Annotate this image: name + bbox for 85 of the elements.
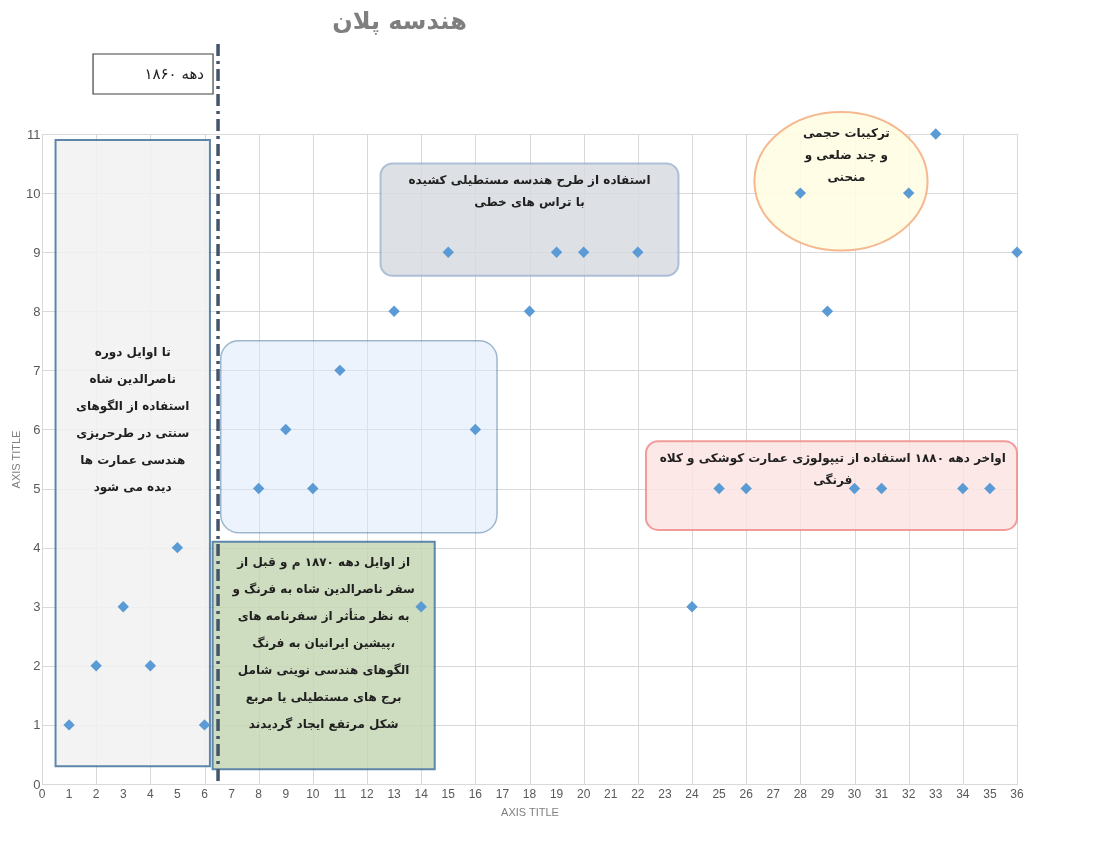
point [902, 187, 915, 199]
y-tick-label: 11 [27, 126, 41, 142]
point [875, 482, 888, 495]
point [957, 482, 969, 495]
point [144, 660, 157, 672]
x-tick-label: 26 [739, 787, 754, 801]
x-tick-label: 28 [793, 787, 808, 801]
y-tick-label: 3 [33, 599, 41, 615]
x-tick-label: 35 [983, 787, 997, 801]
x-tick-label: 22 [631, 787, 645, 801]
point [632, 246, 644, 258]
x-tick-label: 15 [441, 787, 456, 801]
x-tick-label: 2 [92, 787, 100, 801]
x-axis-title: AXIS TITLE [501, 805, 559, 818]
point [442, 246, 454, 258]
point [198, 719, 211, 731]
point [117, 601, 129, 613]
y-tick-label: 5 [33, 481, 41, 497]
x-tick-label: 23 [658, 787, 672, 801]
x-tick-label: 27 [766, 787, 781, 801]
x-tick-label: 30 [847, 787, 862, 801]
point [930, 128, 942, 140]
x-tick-label: 14 [414, 787, 429, 801]
x-tick-label: 3 [119, 787, 127, 801]
point [63, 719, 75, 731]
x-tick-label: 11 [333, 787, 347, 801]
x-tick-label: 8 [255, 787, 263, 801]
x-tick-label: 13 [387, 787, 402, 801]
y-tick-label: 7 [33, 362, 41, 378]
x-tick-label: 36 [1010, 787, 1024, 801]
point [469, 423, 482, 436]
annotation: تا اوایل دوره ناصرالدین شاه استفاده از الگوهای سنتی در طرحریزی هندسی عمارت ها دیده می شود [75, 344, 190, 495]
x-tick-label: 18 [522, 787, 537, 801]
point [252, 482, 265, 495]
x-tick-label: 32 [901, 787, 916, 801]
point [984, 482, 996, 495]
x-tick-label: 12 [360, 787, 374, 801]
x-tick-label: 25 [712, 787, 727, 801]
x-tick-label: 4 [146, 787, 154, 801]
point [1011, 246, 1023, 258]
point [523, 305, 536, 317]
point [740, 482, 752, 495]
point [686, 601, 698, 613]
point [794, 187, 807, 199]
x-tick-label: 17 [495, 787, 510, 801]
chart-title: هندسه پلان [332, 7, 467, 36]
point [713, 482, 725, 495]
point [550, 246, 563, 258]
x-tick-label: 1 [65, 787, 73, 801]
x-tick-label: 7 [228, 787, 236, 801]
y-tick-label: 8 [33, 303, 41, 319]
y-tick-label: 6 [33, 421, 41, 437]
point [821, 305, 834, 317]
x-tick-label: 24 [685, 787, 699, 801]
annotation: اواخر دهه ۱۸۸۰ استفاده از تیپولوژی عمارت کوشکی و کلاه فرنگی [659, 451, 1006, 488]
point [307, 482, 319, 495]
point [280, 423, 292, 436]
x-tick-label: 19 [549, 787, 564, 801]
y-tick-label: 10 [26, 185, 41, 201]
x-tick-label: 33 [929, 787, 943, 801]
annotation: از اوایل دهه ۱۸۷۰ م و قبل از سفر ناصرالدین شاه به فرنگ و به نظر متأثر از سفرنامه های پیشین ایرانیان به فرنگ، الگوهای هندسی نوینی شامل برج های مستطیلی یا مربع شکل مرتفع ایجاد گردیدند [231, 554, 415, 731]
y-tick-label: 1 [33, 717, 41, 733]
x-tick-label: 10 [306, 787, 320, 801]
x-tick-label: 21 [604, 787, 618, 801]
point [577, 246, 590, 258]
point [415, 601, 427, 613]
x-tick-label: 16 [468, 787, 483, 801]
x-tick-label: 34 [956, 787, 970, 801]
y-tick-label: 4 [33, 540, 41, 556]
ref-line-label: دهه ۱۸۶۰ [144, 65, 205, 83]
y-tick-label: 9 [33, 244, 41, 260]
x-tick-label: 5 [174, 787, 182, 801]
point [90, 660, 102, 672]
x-tick-label: 20 [576, 787, 591, 801]
annotation: استفاده از طرح هندسه مستطیلی کشیده با تراس های خطی [408, 173, 651, 210]
annotation: ترکیبات حجمی و چند ضلعی و منحنی [802, 126, 890, 185]
y-tick-label: 2 [33, 658, 41, 674]
y-axis-title: AXIS TITLE [10, 430, 23, 489]
x-tick-label: 29 [820, 787, 835, 801]
point [334, 364, 346, 377]
x-tick-label: 6 [201, 787, 209, 801]
point [388, 305, 400, 317]
point [171, 541, 184, 554]
x-tick-label: 31 [874, 787, 889, 801]
x-tick-label: 9 [282, 787, 290, 801]
